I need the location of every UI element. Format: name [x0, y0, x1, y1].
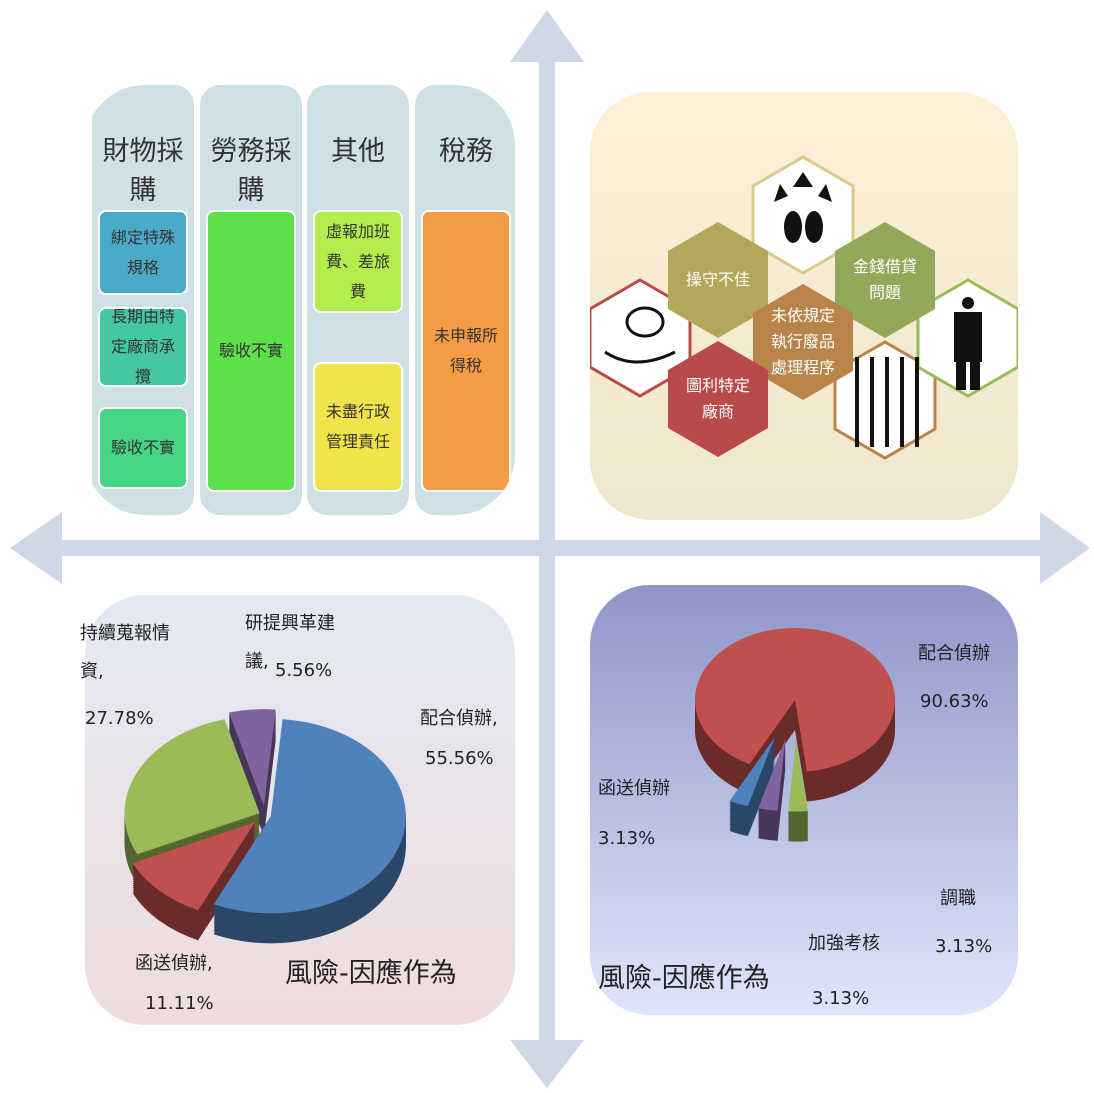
- slice-value-label: 3.13%: [935, 928, 992, 966]
- slice-value-label: 55.56%: [425, 740, 494, 778]
- page: 財物採購綁定特殊規格長期由特定廠商承攬驗收不實勞務採購驗收不實其他虛報加班費、差…: [0, 0, 1094, 1093]
- slice-label: 函送偵辦,: [135, 945, 215, 983]
- slice-label: 加強考核: [808, 925, 898, 963]
- slice-label: 配合偵辦: [918, 635, 1008, 673]
- slice-value-label: 90.63%: [920, 683, 989, 721]
- slice-label: 配合偵辦,: [420, 700, 510, 738]
- slice-value-label: 27.78%: [85, 700, 154, 738]
- chart-title: 風險-因應作為: [598, 960, 770, 998]
- slice-value-label: 11.11%: [145, 985, 214, 1023]
- slice-value-label: 5.56%: [275, 652, 332, 690]
- slice-value-label: 3.13%: [598, 820, 655, 858]
- pie-charts: [0, 0, 1094, 1093]
- slice-label: 調職: [940, 880, 1000, 918]
- slice-label: 持續蒐報情資,: [80, 615, 175, 691]
- slice-value-label: 3.13%: [812, 980, 869, 1018]
- slice-label: 函送偵辦: [598, 770, 688, 808]
- chart-title: 風險-因應作為: [285, 955, 457, 993]
